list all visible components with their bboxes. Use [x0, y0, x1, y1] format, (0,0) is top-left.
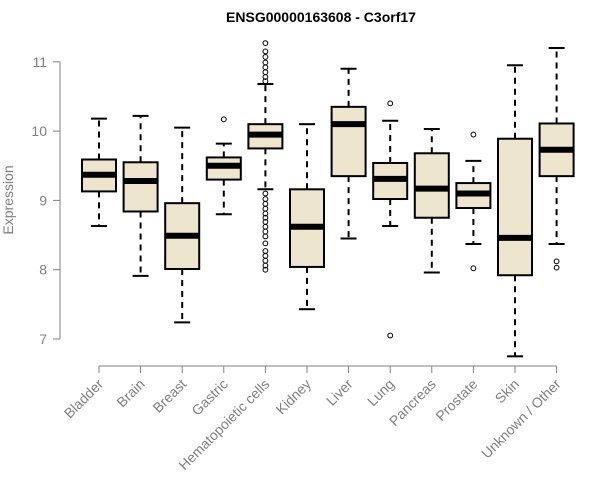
- outlier-point: [262, 248, 269, 254]
- outlier-point: [262, 257, 269, 264]
- y-tick-label: 11: [32, 54, 47, 70]
- outlier-point: [387, 100, 394, 107]
- y-tick-label: 8: [39, 262, 47, 278]
- outlier-point: [262, 210, 269, 217]
- x-tick-label: Liver: [323, 376, 356, 409]
- outlier-point: [262, 266, 269, 273]
- outlier-point: [262, 48, 269, 55]
- outlier-point: [262, 196, 269, 202]
- outlier-point: [262, 40, 269, 46]
- outlier-point: [262, 223, 269, 230]
- outlier-point: [553, 264, 560, 271]
- box: [122, 161, 159, 213]
- outlier-point: [262, 69, 269, 76]
- box: [330, 105, 367, 178]
- x-tick-label: Brain: [113, 376, 147, 410]
- y-tick-label: 9: [39, 192, 47, 208]
- outlier-point: [262, 205, 269, 212]
- outlier-point: [553, 258, 560, 265]
- outlier-point: [470, 131, 477, 138]
- outlier-point: [262, 59, 269, 66]
- outlier-point: [262, 240, 269, 247]
- box: [413, 152, 450, 219]
- outlier-point: [262, 214, 269, 221]
- outlier-point: [387, 332, 394, 339]
- x-tick-label: Lung: [364, 376, 397, 409]
- outlier-point: [262, 252, 269, 259]
- box: [497, 137, 533, 277]
- x-tick-label: Skin: [492, 376, 523, 407]
- outlier-point: [470, 265, 477, 272]
- outlier-point: [262, 228, 269, 235]
- x-tick-label: Breast: [149, 376, 189, 416]
- outlier-point: [262, 200, 269, 207]
- outlier-point: [262, 190, 269, 197]
- outlier-point: [262, 78, 269, 85]
- x-tick-label: Unknown / Other: [478, 376, 564, 462]
- chart-title: ENSG00000163608 - C3orf17: [226, 9, 416, 25]
- outlier-point: [262, 54, 269, 60]
- x-tick-label: Bladder: [61, 376, 107, 422]
- x-tick-label: Prostate: [432, 376, 480, 424]
- y-tick-label: 7: [39, 331, 47, 347]
- outlier-point: [262, 74, 269, 80]
- y-tick-label: 10: [31, 123, 47, 139]
- outlier-point: [262, 233, 269, 240]
- outlier-point: [220, 116, 227, 123]
- x-tick-label: Kidney: [273, 376, 315, 418]
- outlier-point: [262, 262, 269, 269]
- outlier-point: [262, 64, 269, 71]
- y-axis-label: Expression: [0, 165, 16, 234]
